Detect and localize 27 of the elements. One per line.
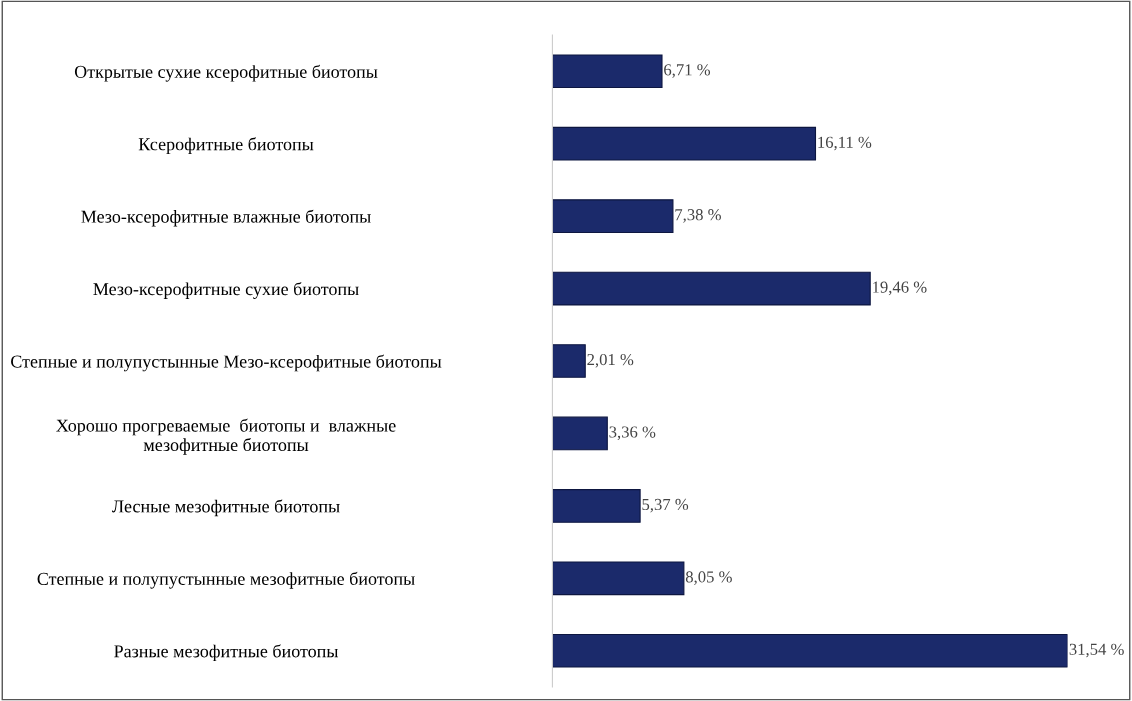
data-label: 31,54 % xyxy=(1069,643,1124,658)
data-label: 3,36 % xyxy=(609,426,656,441)
y-tick-label: Лесные мезофитные биотопы xyxy=(112,499,340,517)
data-label: 6,71 % xyxy=(664,64,711,78)
bar xyxy=(552,489,641,523)
bar xyxy=(552,126,817,161)
y-tick-label: Ксерофитные биотопы xyxy=(138,137,314,155)
bar xyxy=(552,271,871,306)
data-label: 19,46 % xyxy=(873,281,927,296)
data-label: 16,11 % xyxy=(818,136,872,151)
y-tick-label: Мезо-ксерофитные влажные биотопы xyxy=(81,209,371,227)
data-label: 2,01 % xyxy=(587,353,634,368)
y-tick-label: Степные и полупустынные мезофитные биотопы xyxy=(37,571,415,589)
bar xyxy=(552,416,608,451)
y-tick-label: Степные и полупустынные Мезо-ксерофитные биотопы xyxy=(11,354,442,372)
bar xyxy=(552,199,674,233)
y-tick-label: Открытые сухие ксерофитные биотопы xyxy=(74,64,378,82)
y-tick-label: Мезо-ксерофитные сухие биотопы xyxy=(93,282,359,299)
y-tick-label: Хорошо прогреваемые биотопы и влажные мезофитные биотопы xyxy=(56,418,396,455)
bar xyxy=(552,633,1068,668)
data-label: 8,05 % xyxy=(685,571,732,585)
y-tick-label: Разные мезофитные биотопы xyxy=(114,644,339,662)
bar xyxy=(552,344,586,378)
bar xyxy=(552,54,663,89)
data-label: 7,38 % xyxy=(675,209,721,223)
data-label: 5,37 % xyxy=(642,498,689,513)
bar xyxy=(552,561,685,596)
